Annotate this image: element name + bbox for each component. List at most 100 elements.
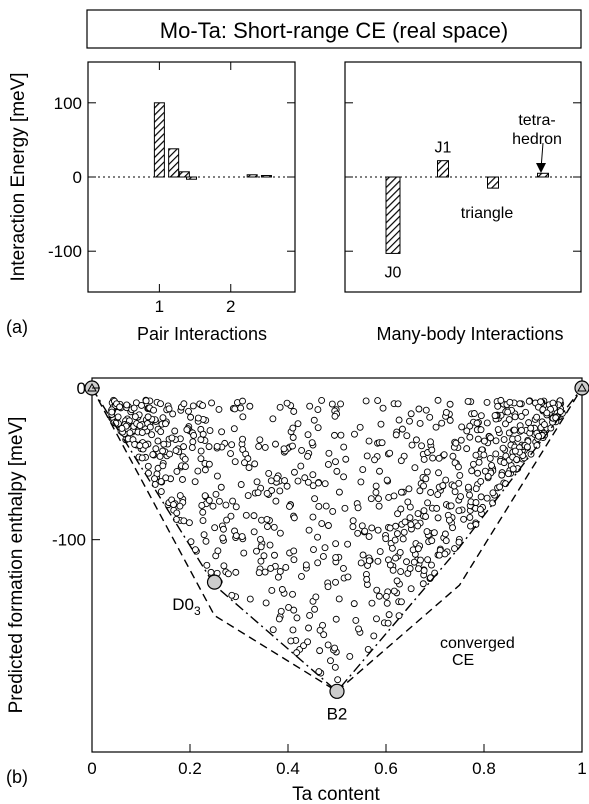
structure-point (315, 503, 323, 510)
structure-point (332, 540, 340, 548)
structure-point (245, 464, 253, 472)
structure-point (159, 462, 167, 470)
structure-point (142, 441, 149, 449)
chart-title: Mo-Ta: Short-range CE (real space) (160, 18, 508, 43)
a-ylabel: Interaction Energy [meV] (8, 72, 29, 281)
structure-point (289, 442, 296, 450)
structure-point (397, 568, 405, 576)
pair-bar (168, 148, 180, 178)
structure-point (383, 599, 391, 607)
structure-point (166, 450, 174, 458)
structure-point (500, 436, 508, 443)
structure-point (242, 511, 250, 519)
structure-point (460, 515, 468, 523)
structure-point (306, 612, 314, 619)
structure-point (189, 402, 197, 410)
structure-point (492, 437, 500, 445)
structure-point (232, 532, 240, 540)
structure-point (290, 514, 298, 522)
structure-point (472, 485, 480, 493)
structure-point (201, 492, 209, 500)
structure-point (304, 478, 312, 486)
structure-point (264, 523, 271, 531)
structure-point (488, 461, 496, 469)
structure-point (172, 447, 180, 455)
structure-point (282, 563, 290, 571)
structure-point (434, 514, 442, 522)
structure-point (276, 568, 284, 575)
structure-point (260, 552, 268, 560)
structure-point (399, 535, 407, 543)
y-tick-label: -100 (52, 531, 86, 550)
structure-point (406, 565, 414, 572)
structure-point (476, 505, 484, 513)
structure-point (293, 614, 301, 622)
structure-point (168, 434, 176, 442)
structure-point (492, 450, 500, 458)
structure-point (358, 522, 366, 530)
structure-point (280, 445, 288, 453)
structure-point (517, 412, 525, 420)
structure-point (375, 502, 383, 510)
structure-point (271, 551, 278, 559)
structure-point (211, 524, 219, 532)
bar-label: triangle (461, 205, 514, 222)
many-body-xlabel: Many-body Interactions (376, 324, 563, 344)
structure-point (466, 422, 474, 430)
structure-point (318, 520, 326, 528)
structure-point (309, 482, 317, 490)
structure-point (250, 512, 258, 520)
structure-point (505, 416, 513, 423)
structure-point (265, 469, 273, 477)
structure-point (442, 409, 450, 416)
structure-point (329, 507, 337, 515)
structure-point (306, 402, 314, 410)
structure-point (151, 480, 159, 488)
structure-point (404, 498, 412, 506)
structure-point (457, 493, 464, 501)
structure-point (198, 502, 206, 509)
structure-point (269, 415, 277, 423)
structure-point (388, 544, 396, 552)
structure-point (395, 612, 403, 620)
structure-point (169, 410, 177, 418)
structure-point (374, 557, 382, 565)
structure-point (418, 442, 425, 450)
structure-point (357, 559, 365, 567)
structure-point (185, 519, 193, 527)
structure-point (424, 499, 432, 507)
structure-point (439, 482, 447, 490)
structure-point (246, 402, 254, 410)
structure-point (511, 426, 518, 434)
structure-point (237, 404, 245, 412)
structure-point (217, 483, 225, 491)
structure-point (415, 565, 422, 573)
structure-point (314, 533, 322, 541)
structure-point (150, 406, 158, 414)
structure-point (309, 471, 317, 479)
structure-point (415, 405, 423, 413)
structure-point (257, 557, 265, 565)
structure-point (240, 549, 248, 557)
structure-point (232, 503, 240, 511)
structure-point (237, 481, 245, 488)
structure-point (374, 397, 382, 405)
structure-point (290, 606, 298, 614)
hull-curve (91, 387, 583, 693)
structure-point (138, 402, 145, 409)
structure-point (231, 405, 239, 413)
structure-point (420, 482, 428, 490)
structure-point (173, 509, 181, 517)
structure-point (412, 436, 420, 444)
many-body-plot: J0 J1 triangle tetra-hedron Many-body Inter… (344, 61, 582, 344)
structure-point (472, 451, 480, 459)
structure-point (429, 454, 437, 462)
structure-point (273, 474, 281, 482)
x-tick-label: 0.6 (374, 759, 398, 778)
structure-point (266, 541, 274, 549)
structure-point (165, 405, 173, 413)
structure-point (374, 526, 382, 534)
structure-point (487, 434, 494, 442)
structure-point (229, 497, 237, 505)
structure-point (219, 534, 227, 542)
